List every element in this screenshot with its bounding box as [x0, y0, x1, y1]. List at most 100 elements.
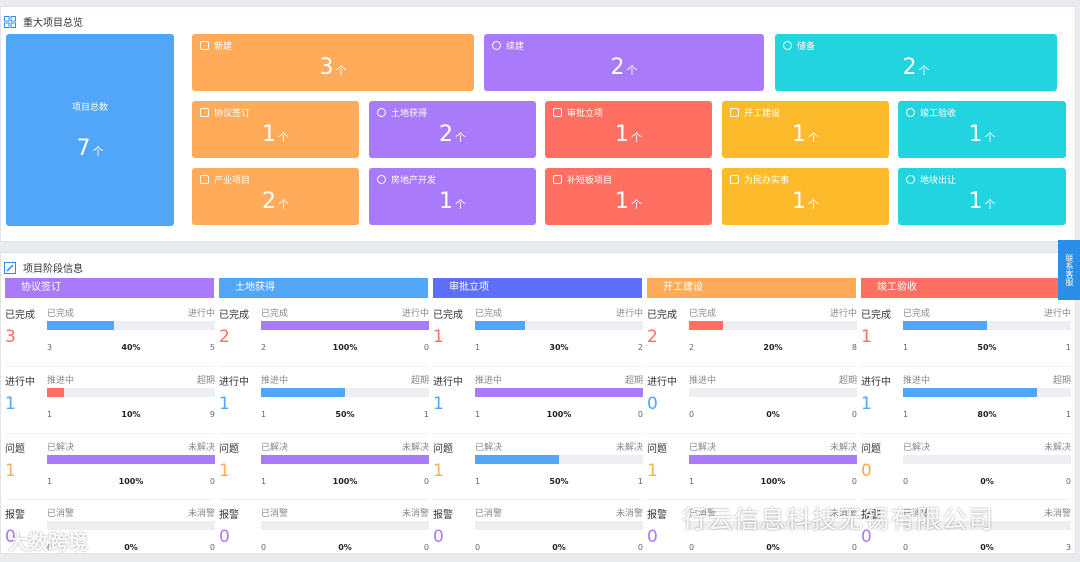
progress-bar [903, 521, 1071, 530]
stage-header[interactable]: 土地获得 [219, 278, 428, 298]
progress-percent: 10% [121, 410, 141, 419]
progress-right-label: 超期 [196, 376, 215, 386]
overview-card[interactable]: 房地产开发 1 个 [369, 168, 536, 225]
overview-card[interactable]: 储备 2 个 [775, 34, 1057, 91]
progress-bar [903, 388, 1071, 397]
contact-service-tab[interactable]: 联系客服 [1058, 240, 1080, 300]
metric-value: 2 [647, 327, 658, 347]
metric-name: 进行中 [5, 377, 35, 388]
progress-percent: 50% [549, 477, 569, 486]
progress-percent: 40% [121, 343, 141, 352]
stage-metric: 报警 0 已消警 未消警 0 0% 0 [647, 506, 857, 558]
metric-divider [219, 366, 428, 367]
metric-value: 3 [5, 327, 16, 347]
progress-right-count: 0 [209, 543, 215, 552]
overview-card[interactable]: 审批立项 1 个 [545, 101, 712, 158]
progress-right-count: 8 [851, 343, 857, 352]
metric-name: 报警 [219, 510, 239, 521]
progress-left-label: 推进中 [475, 376, 503, 386]
progress-left-count: 2 [689, 343, 695, 352]
progress-left-label: 已完成 [689, 309, 717, 319]
stages-panel [0, 252, 1076, 554]
metric-name: 报警 [861, 510, 881, 521]
progress-left-label: 推进中 [903, 376, 931, 386]
overview-card[interactable]: 竣工验收 1 个 [898, 101, 1066, 158]
metric-name: 进行中 [647, 377, 677, 388]
overview-card[interactable]: 开工建设 1 个 [722, 101, 889, 158]
metric-value: 0 [433, 527, 444, 547]
progress-left-label: 已消警 [47, 509, 75, 519]
stage-metric: 已完成 1 已完成 进行中 1 50% 1 [861, 306, 1071, 358]
progress-percent: 100% [332, 477, 358, 486]
overview-card[interactable]: 补短板项目 1 个 [545, 168, 712, 225]
overview-card[interactable]: 地块出让 1 个 [898, 168, 1066, 225]
progress-fill [261, 321, 429, 330]
progress-bar [475, 321, 643, 330]
metric-divider [219, 499, 428, 500]
progress-right-count: 9 [209, 410, 215, 419]
overview-card-label: 协议签订 [200, 106, 250, 119]
metric-name: 问题 [219, 444, 239, 455]
overview-title: 重大项目总览 [23, 18, 83, 29]
overview-card[interactable]: 协议签订 1 个 [192, 101, 359, 158]
progress-right-count: 1 [637, 477, 643, 486]
stage-metric: 报警 0 已消警 未消警 0 0% 0 [433, 506, 643, 558]
metric-value: 2 [219, 327, 230, 347]
stage-metric: 问题 0 已解决 未解决 0 0% 0 [861, 440, 1071, 492]
overview-card-label: 为民办实事 [730, 173, 789, 186]
progress-right-label: 未消警 [829, 509, 857, 519]
progress-left-count: 1 [47, 410, 53, 419]
stage-header[interactable]: 协议签订 [5, 278, 214, 298]
stage-header[interactable]: 开工建设 [647, 278, 856, 298]
progress-percent: 100% [546, 410, 572, 419]
stage-metric: 进行中 1 推进中 超期 1 80% 1 [861, 373, 1071, 425]
cube-icon [730, 108, 739, 117]
metric-name: 报警 [433, 510, 453, 521]
progress-left-label: 已解决 [261, 443, 289, 453]
progress-left-count: 0 [475, 543, 481, 552]
progress-percent: 0% [766, 410, 780, 419]
metric-value: 1 [219, 394, 230, 414]
overview-card[interactable]: 新建 3 个 [192, 34, 474, 91]
stage-header[interactable]: 审批立项 [433, 278, 642, 298]
stage-header[interactable]: 竣工验收 [861, 278, 1070, 298]
overview-card[interactable]: 续建 2 个 [484, 34, 764, 91]
progress-right-label: 未消警 [1043, 509, 1071, 519]
progress-fill [475, 388, 643, 397]
metric-value: 0 [647, 394, 658, 414]
progress-fill [47, 455, 215, 464]
progress-fill [47, 321, 115, 330]
stage-metric: 已完成 3 已完成 进行中 3 40% 5 [5, 306, 215, 358]
progress-percent: 100% [332, 343, 358, 352]
overview-card-label: 开工建设 [730, 106, 780, 119]
progress-left-label: 已消警 [903, 509, 931, 519]
metric-name: 报警 [647, 510, 667, 521]
metric-name: 进行中 [861, 377, 891, 388]
metric-divider [861, 366, 1070, 367]
metric-value: 1 [5, 394, 16, 414]
overview-card[interactable]: 为民办实事 1 个 [722, 168, 889, 225]
search-icon [377, 108, 386, 117]
watermark-right: 行云信息科技无锡有限公司 [682, 505, 995, 534]
metric-value: 1 [433, 394, 444, 414]
progress-right-count: 3 [1065, 543, 1071, 552]
overview-card[interactable]: 产业项目 2 个 [192, 168, 359, 225]
overview-card[interactable]: 土地获得 2 个 [369, 101, 536, 158]
progress-right-label: 未解决 [1043, 443, 1071, 453]
progress-right-count: 1 [1065, 410, 1071, 419]
metric-name: 已完成 [5, 310, 35, 321]
total-label: 项目总数 [71, 103, 108, 113]
progress-right-count: 2 [637, 343, 643, 352]
progress-left-count: 1 [261, 477, 267, 486]
metric-name: 问题 [647, 444, 667, 455]
metric-divider [5, 433, 214, 434]
metric-value: 1 [219, 461, 230, 481]
